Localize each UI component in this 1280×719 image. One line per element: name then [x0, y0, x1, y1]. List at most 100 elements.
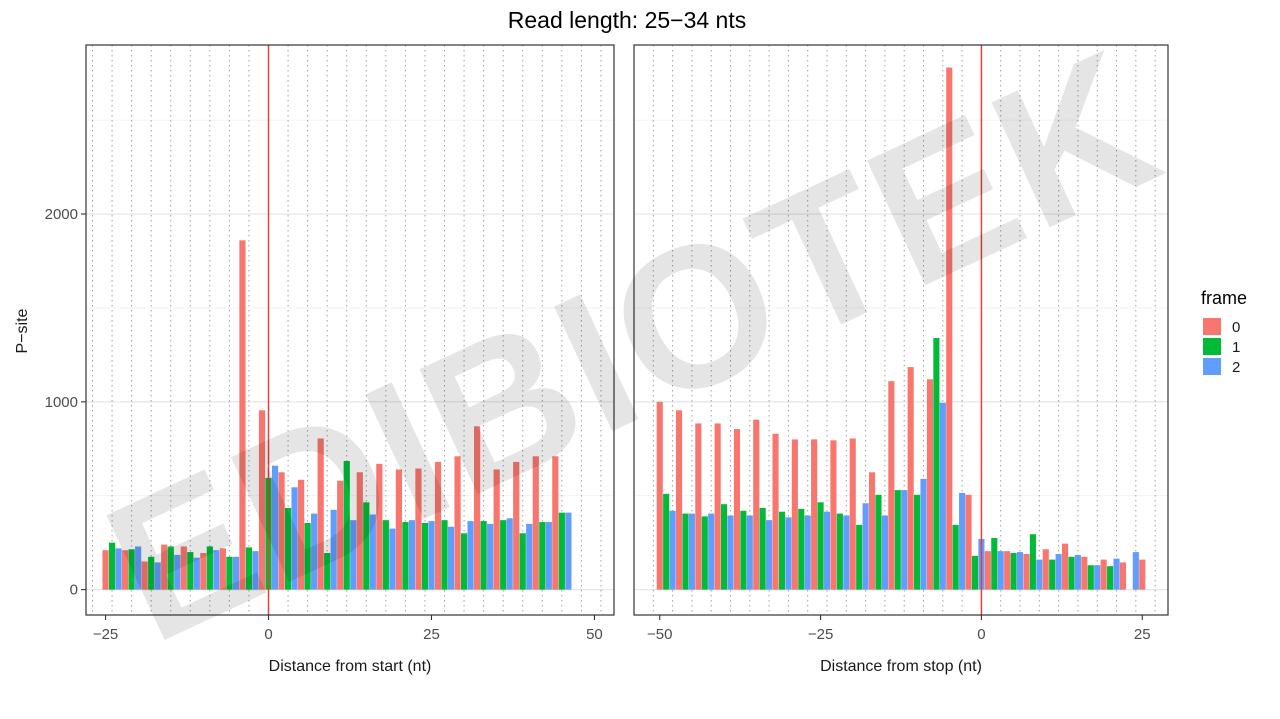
bar-frame-0	[239, 240, 246, 590]
bar-frame-2	[565, 512, 572, 590]
bar-frame-0	[695, 423, 702, 590]
bar-frame-2	[447, 526, 455, 590]
bar-frame-2	[1074, 554, 1081, 590]
y-tick-label: 1000	[45, 394, 78, 411]
legend: frame 0 1 2	[1201, 288, 1247, 376]
bar-frame-0	[772, 433, 779, 590]
bar-frame-0	[926, 379, 934, 590]
bar-frame-0	[946, 67, 953, 590]
bar-frame-0	[513, 461, 520, 590]
bar-frame-2	[350, 520, 357, 590]
bar-frame-1	[324, 553, 331, 590]
x-tick-label: 25	[1134, 626, 1151, 643]
bar-frame-0	[791, 439, 798, 590]
bar-frame-0	[1042, 549, 1049, 590]
bar-frame-2	[862, 503, 869, 590]
bar-frame-1	[284, 507, 292, 590]
bar-frame-1	[558, 512, 565, 590]
x-axis-title: Distance from stop (nt)	[820, 658, 982, 675]
bar-frame-0	[161, 544, 168, 590]
bar-frame-1	[1049, 559, 1056, 590]
bar-frame-0	[965, 494, 972, 590]
legend-key-1	[1203, 338, 1221, 355]
panel-background	[86, 45, 614, 615]
bar-frame-0	[317, 438, 324, 590]
bar-frame-2	[252, 551, 259, 590]
bar-frame-2	[804, 515, 811, 590]
bar-frame-0	[278, 472, 285, 590]
bar-frame-0	[122, 550, 129, 590]
bar-frame-2	[823, 511, 831, 590]
bar-frame-0	[415, 468, 422, 590]
panel-stop: −50 −25 0 25 Distance from stop (nt)	[633, 44, 1169, 675]
bar-frame-2	[1094, 565, 1101, 590]
bar-frame-2	[193, 557, 200, 590]
bar-frame-0	[1081, 556, 1088, 590]
bar-frame-1	[402, 522, 409, 590]
x-tick-label: −50	[647, 626, 672, 643]
bar-frame-1	[933, 337, 940, 590]
bar-frame-2	[939, 402, 946, 590]
bar-frame-1	[1029, 534, 1036, 590]
bar-frame-2	[901, 490, 908, 590]
bar-frame-1	[894, 490, 901, 590]
bar-frame-2	[1113, 558, 1120, 590]
bar-frame-0	[714, 423, 721, 590]
bar-frame-2	[708, 513, 715, 590]
legend-label-2: 2	[1232, 359, 1240, 376]
x-tick-label: 50	[586, 626, 603, 643]
bar-frame-1	[1068, 556, 1075, 590]
bar-frame-2	[369, 514, 376, 590]
x-tick-label: 25	[423, 626, 440, 643]
bar-frame-1	[500, 520, 507, 590]
bar-frame-2	[174, 554, 181, 590]
bar-frame-1	[343, 460, 350, 590]
bar-frame-1	[382, 520, 389, 590]
bar-frame-1	[914, 494, 921, 590]
bar-frame-1	[682, 513, 689, 590]
legend-key-2	[1203, 358, 1221, 375]
panel-border	[85, 44, 615, 616]
bar-frame-1	[108, 542, 116, 590]
bar-frame-0	[454, 456, 461, 590]
bar-frame-0	[395, 469, 402, 590]
bar-frame-1	[539, 522, 546, 590]
bar-frame-2	[487, 523, 494, 590]
chart-title: Read length: 25−34 nts	[508, 7, 747, 33]
bar-frame-2	[526, 523, 533, 590]
x-tick-label: 0	[264, 626, 272, 643]
bar-frame-1	[363, 502, 370, 590]
bar-frame-0	[1119, 562, 1127, 590]
bar-frame-0	[888, 381, 895, 590]
bar-frame-2	[408, 520, 416, 590]
bar-frame-2	[311, 513, 318, 590]
bar-frame-0	[552, 456, 559, 590]
bar-frame-0	[532, 456, 539, 590]
bar-frame-1	[148, 556, 155, 590]
bar-frame-0	[849, 438, 856, 590]
bar-frame-2	[1036, 559, 1043, 590]
bar-frame-1	[1010, 553, 1017, 590]
bar-frame-1	[421, 522, 429, 590]
bar-frame-0	[474, 426, 481, 590]
legend-label-0: 0	[1232, 319, 1240, 336]
bar-frame-2	[1055, 553, 1062, 590]
bar-frame-0	[102, 550, 109, 590]
x-tick-label: 0	[977, 626, 985, 643]
bar-frame-0	[753, 419, 760, 590]
bar-frame-1	[991, 537, 998, 590]
bar-frame-0	[811, 439, 818, 590]
bar-frame-0	[180, 546, 187, 590]
bar-frame-1	[798, 508, 805, 590]
bar-frame-2	[746, 515, 753, 590]
bar-frame-2	[213, 550, 220, 590]
bar-frame-0	[984, 551, 991, 590]
bar-frame-0	[656, 401, 663, 590]
legend-title: frame	[1201, 288, 1247, 308]
bar-frame-2	[271, 465, 279, 590]
bar-frame-2	[766, 520, 773, 590]
legend-key-0	[1203, 318, 1221, 335]
bar-frame-1	[759, 507, 766, 590]
x-tick-label: −25	[808, 626, 833, 643]
